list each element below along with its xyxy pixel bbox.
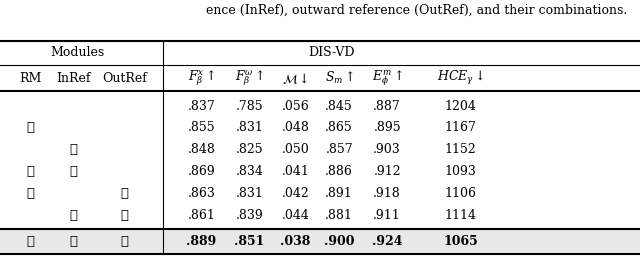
Text: .831: .831 [236, 121, 264, 134]
Text: .903: .903 [373, 143, 401, 156]
Text: .041: .041 [282, 165, 310, 178]
Text: .881: .881 [325, 209, 353, 222]
Text: Modules: Modules [51, 46, 105, 60]
Text: 1204: 1204 [445, 99, 477, 113]
Text: .900: .900 [324, 235, 355, 248]
Text: .891: .891 [325, 187, 353, 200]
Text: ence (InRef), outward reference (OutRef), and their combinations.: ence (InRef), outward reference (OutRef)… [206, 4, 627, 17]
Text: .042: .042 [282, 187, 310, 200]
Text: .886: .886 [325, 165, 353, 178]
Text: $F_{\beta}^{x}\uparrow$: $F_{\beta}^{x}\uparrow$ [188, 68, 215, 88]
Text: 1106: 1106 [445, 187, 477, 200]
Text: .895: .895 [373, 121, 401, 134]
Text: RM: RM [20, 72, 42, 85]
Text: .038: .038 [280, 235, 311, 248]
Text: .834: .834 [236, 165, 264, 178]
Text: $F_{\beta}^{\omega}\uparrow$: $F_{\beta}^{\omega}\uparrow$ [235, 68, 264, 88]
Text: DIS-VD: DIS-VD [308, 46, 355, 60]
Text: ✓: ✓ [27, 165, 35, 178]
Text: InRef: InRef [56, 72, 91, 85]
Text: ✓: ✓ [70, 235, 77, 248]
Text: .825: .825 [236, 143, 264, 156]
Bar [0, 229, 640, 254]
Text: .865: .865 [325, 121, 353, 134]
Text: ✓: ✓ [121, 187, 129, 200]
Text: 1093: 1093 [445, 165, 477, 178]
Text: .848: .848 [188, 143, 216, 156]
Text: .912: .912 [373, 165, 401, 178]
Text: .889: .889 [186, 235, 217, 248]
Text: .837: .837 [188, 99, 216, 113]
Text: .839: .839 [236, 209, 264, 222]
Text: .855: .855 [188, 121, 216, 134]
Text: .845: .845 [325, 99, 353, 113]
Text: .924: .924 [372, 235, 403, 248]
Text: $HCE_{\gamma}\downarrow$: $HCE_{\gamma}\downarrow$ [437, 69, 484, 87]
Text: ✓: ✓ [121, 209, 129, 222]
Text: ✓: ✓ [70, 143, 77, 156]
Text: .861: .861 [188, 209, 216, 222]
Text: .869: .869 [188, 165, 216, 178]
Text: ✓: ✓ [70, 165, 77, 178]
Text: 1167: 1167 [445, 121, 477, 134]
Text: ✓: ✓ [70, 209, 77, 222]
Text: .050: .050 [282, 143, 310, 156]
Text: .887: .887 [373, 99, 401, 113]
Text: .048: .048 [282, 121, 310, 134]
Text: $E_{\phi}^{m}\uparrow$: $E_{\phi}^{m}\uparrow$ [372, 68, 403, 88]
Text: ✓: ✓ [27, 187, 35, 200]
Text: .863: .863 [188, 187, 216, 200]
Text: .785: .785 [236, 99, 264, 113]
Text: .851: .851 [234, 235, 265, 248]
Text: 1065: 1065 [444, 235, 478, 248]
Text: ✓: ✓ [121, 235, 129, 248]
Text: ✓: ✓ [27, 235, 35, 248]
Text: .056: .056 [282, 99, 310, 113]
Text: ✓: ✓ [27, 121, 35, 134]
Text: $S_{m}\uparrow$: $S_{m}\uparrow$ [324, 70, 354, 86]
Text: .918: .918 [373, 187, 401, 200]
Text: 1152: 1152 [445, 143, 477, 156]
Text: 1114: 1114 [445, 209, 477, 222]
Text: .857: .857 [325, 143, 353, 156]
Text: .911: .911 [373, 209, 401, 222]
Text: .044: .044 [282, 209, 310, 222]
Text: OutRef: OutRef [102, 72, 147, 85]
Text: .831: .831 [236, 187, 264, 200]
Text: $\mathcal{M}\downarrow$: $\mathcal{M}\downarrow$ [282, 71, 309, 86]
